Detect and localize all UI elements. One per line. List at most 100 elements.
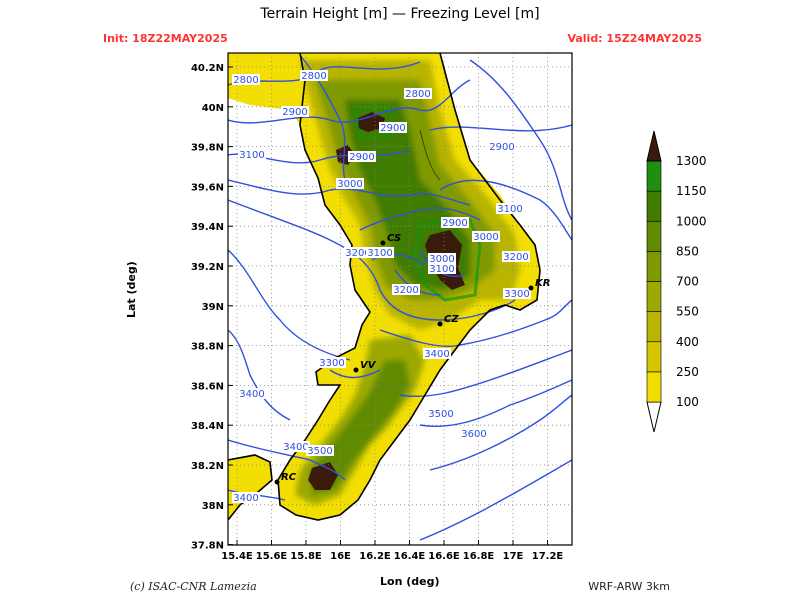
y-tick-label: 39.2N xyxy=(191,262,224,273)
contour-label: 3100 xyxy=(428,263,456,275)
coastline-shadow xyxy=(419,129,441,181)
contour-label: 3100 xyxy=(366,247,394,259)
city-dot xyxy=(528,285,534,291)
y-tick-label: 39.8N xyxy=(191,143,224,154)
colorbar-label: 400 xyxy=(676,335,699,349)
svg-text:3400: 3400 xyxy=(233,493,258,504)
svg-text:2800: 2800 xyxy=(233,75,258,86)
city-label: KR xyxy=(535,278,550,289)
x-tick-label: 16E xyxy=(330,551,351,562)
x-tick-label: 15.4E xyxy=(221,551,253,562)
city-kr: KR xyxy=(528,278,550,291)
credit-text: (c) ISAC-CNR Lamezia xyxy=(130,580,257,593)
svg-text:3400: 3400 xyxy=(239,389,264,400)
colorbar: 100 250 400 550 700 850 1000 1150 1300 xyxy=(646,130,707,433)
y-axis-ticks: 40.2N 40N 39.8N 39.6N 39.4N 39.2N 39N 38.8N 38.6… xyxy=(191,63,233,552)
contour-label: 3400 xyxy=(423,348,451,360)
svg-text:2800: 2800 xyxy=(405,89,430,100)
svg-text:3300: 3300 xyxy=(319,358,344,369)
contour-label: 3100 xyxy=(238,149,266,161)
x-tick-label: 17E xyxy=(503,551,524,562)
contour-label: 2800 xyxy=(300,70,328,82)
city-label: VV xyxy=(360,360,377,371)
svg-text:3000: 3000 xyxy=(429,254,454,265)
svg-text:3100: 3100 xyxy=(367,248,392,259)
init-time: Init: 18Z22MAY2025 xyxy=(103,32,228,45)
svg-text:2900: 2900 xyxy=(282,107,307,118)
contour-label: 2900 xyxy=(441,217,469,229)
colorbar-segment xyxy=(646,281,662,312)
colorbar-label: 1000 xyxy=(676,214,707,228)
svg-text:3200: 3200 xyxy=(393,285,418,296)
city-label: CZ xyxy=(444,314,459,325)
grid-lines xyxy=(228,53,572,545)
contour-label: 3000 xyxy=(336,178,364,190)
y-tick-label: 38N xyxy=(202,501,224,512)
y-tick-label: 37.8N xyxy=(191,541,224,552)
svg-text:2800: 2800 xyxy=(301,71,326,82)
colorbar-segment xyxy=(646,160,662,192)
x-tick-label: 16.2E xyxy=(359,551,391,562)
colorbar-arrow-high xyxy=(646,130,662,162)
contour-label: 3400 xyxy=(282,441,310,453)
city-dot xyxy=(380,240,386,246)
city-markers: CS KR CZ VV RC xyxy=(274,233,550,485)
contour-label: 2900 xyxy=(348,151,376,163)
colorbar-label: 100 xyxy=(676,395,699,409)
svg-text:3500: 3500 xyxy=(428,409,453,420)
colorbar-segment xyxy=(646,190,662,222)
contour-labels: 2800 280028002900290029002900310030002900… xyxy=(232,70,531,504)
y-tick-label: 39.6N xyxy=(191,182,224,193)
svg-text:2900: 2900 xyxy=(349,152,374,163)
city-dot xyxy=(274,479,280,485)
y-tick-label: 38.8N xyxy=(191,342,224,353)
svg-text:3000: 3000 xyxy=(473,232,498,243)
land-north-strip xyxy=(440,53,572,225)
contour-label: 3100 xyxy=(496,203,524,215)
y-tick-label: 38.4N xyxy=(191,421,224,432)
city-dot xyxy=(437,321,443,327)
colorbar-label: 550 xyxy=(676,305,699,319)
svg-text:3600: 3600 xyxy=(461,429,486,440)
city-label: CS xyxy=(387,233,401,244)
x-tick-label: 15.6E xyxy=(256,551,288,562)
colorbar-label: 250 xyxy=(676,365,699,379)
svg-text:3200: 3200 xyxy=(345,248,370,259)
model-name: WRF-ARW 3km xyxy=(588,580,670,593)
svg-text:3100: 3100 xyxy=(429,264,454,275)
colorbar-segment xyxy=(646,251,662,282)
contour-label: 3500 xyxy=(306,445,334,457)
colorbar-arrow-low xyxy=(646,401,662,433)
valid-time: Valid: 15Z24MAY2025 xyxy=(567,32,702,45)
x-tick-label: 16.8E xyxy=(463,551,495,562)
colorbar-label: 1150 xyxy=(676,184,707,198)
x-tick-label: 15.8E xyxy=(290,551,322,562)
y-tick-label: 39.4N xyxy=(191,222,224,233)
x-tick-label: 17.2E xyxy=(532,551,564,562)
svg-text:2900: 2900 xyxy=(489,142,514,153)
y-tick-label: 38.2N xyxy=(191,461,224,472)
svg-text:3400: 3400 xyxy=(424,349,449,360)
contour-label: 3600 xyxy=(460,428,488,440)
contour-label: 3400 xyxy=(232,492,260,504)
x-tick-label: 16.4E xyxy=(394,551,426,562)
contour-label: 3300 xyxy=(503,288,531,300)
city-label: RC xyxy=(281,472,297,483)
colorbar-segment xyxy=(646,371,662,403)
land-sicily xyxy=(228,455,272,520)
x-axis-ticks: 15.4E 15.6E 15.8E 16E 16.2E 16.4E 16.6E 16.8E 17… xyxy=(221,540,563,562)
contour-label: 3500 xyxy=(427,408,455,420)
contour-label: 3200 xyxy=(502,251,530,263)
contour-label: 2800 xyxy=(232,74,260,86)
svg-text:3300: 3300 xyxy=(504,289,529,300)
contour-label: 3200 xyxy=(344,247,372,259)
contour-label: 3000 xyxy=(428,253,456,265)
peak-pollino xyxy=(358,112,385,132)
svg-text:3200: 3200 xyxy=(503,252,528,263)
contour-label: 3400 xyxy=(238,388,266,400)
colorbar-segment xyxy=(646,311,662,343)
y-tick-label: 40N xyxy=(202,103,224,114)
y-tick-label: 39N xyxy=(202,302,224,313)
city-cz: CZ xyxy=(437,314,459,327)
